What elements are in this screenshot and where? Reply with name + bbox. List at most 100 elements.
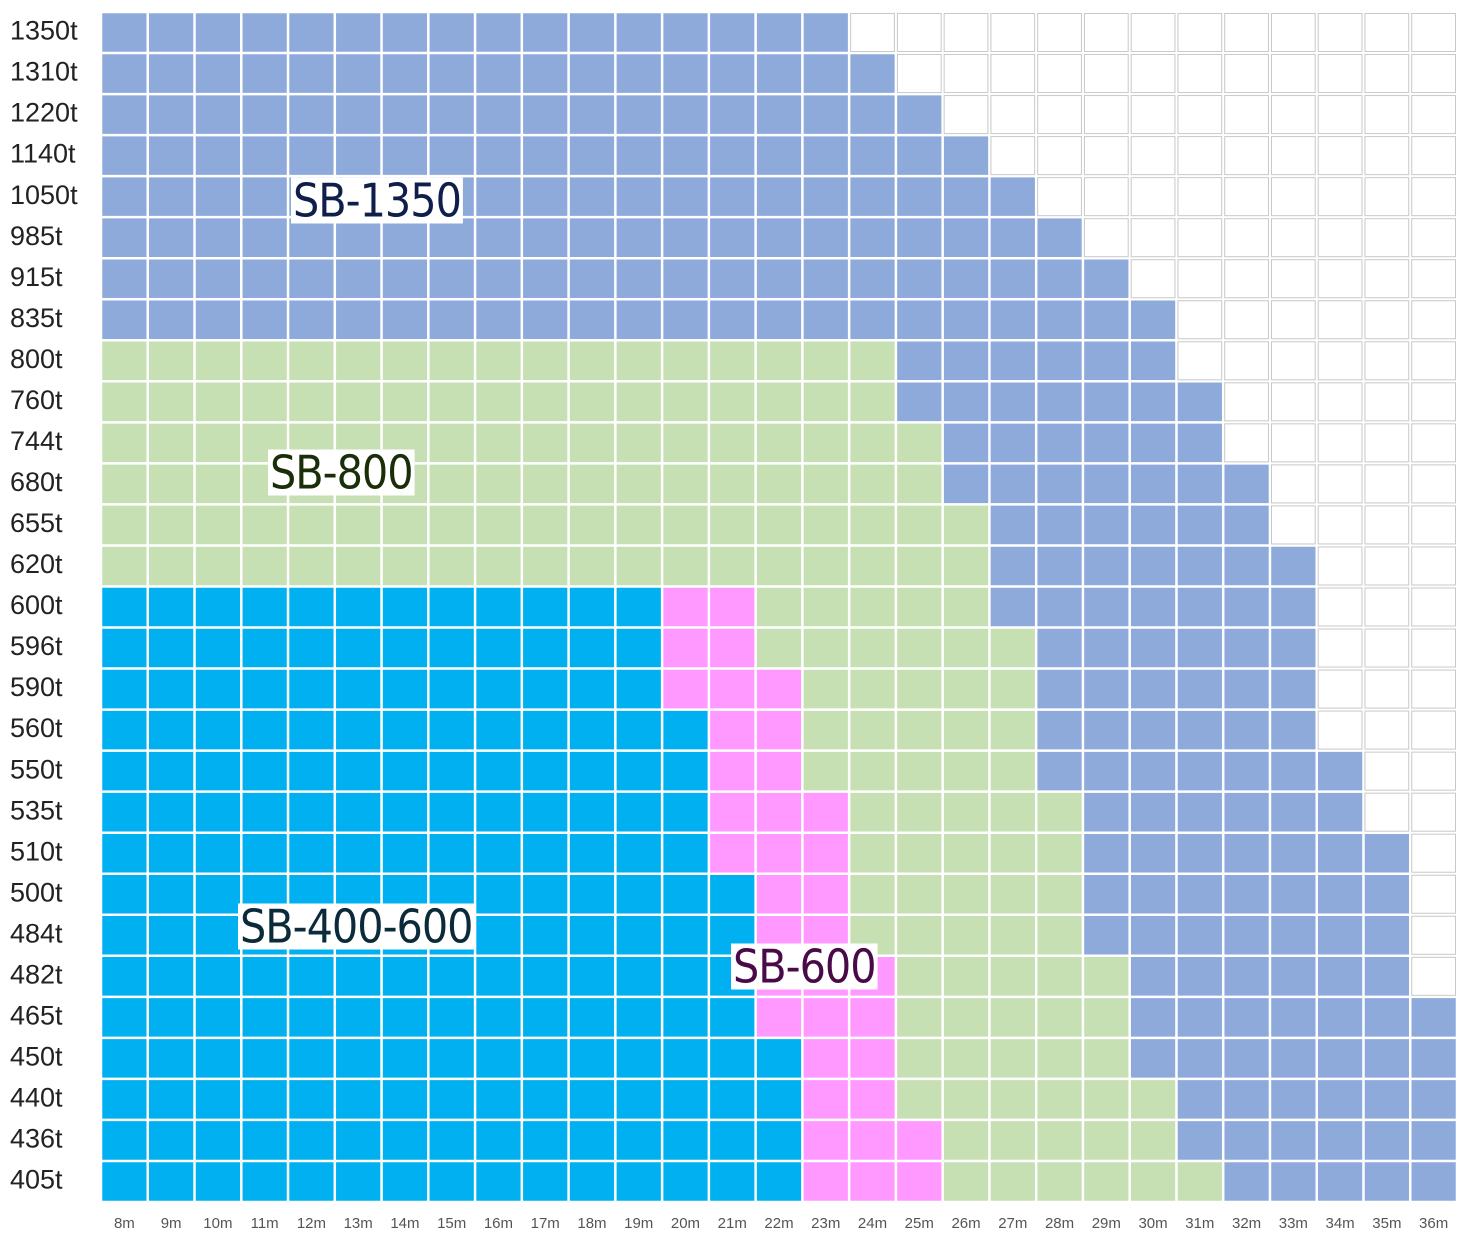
x-tick-label: 18m: [577, 1215, 606, 1232]
empty-cell: [1364, 423, 1410, 463]
cell-segment: [1082, 832, 1411, 874]
cell-segment: [101, 832, 709, 874]
x-tick-label: 13m: [344, 1215, 373, 1232]
empty-cell: [1411, 177, 1456, 217]
empty-cell: [1317, 177, 1363, 217]
cell-segment: [802, 668, 1037, 710]
empty-cell: [1130, 177, 1176, 217]
cell-segment: [101, 504, 990, 546]
x-tick-label: 28m: [1045, 1215, 1074, 1232]
x-tick-label: 15m: [437, 1215, 466, 1232]
empty-cell: [1177, 341, 1223, 381]
cell-segment: [1129, 996, 1457, 1038]
x-tick-label: 23m: [811, 1215, 840, 1232]
empty-cell: [1270, 300, 1316, 340]
y-tick-label: 1050t: [10, 180, 78, 210]
empty-cell: [1177, 300, 1223, 340]
cell-segment: [1129, 1037, 1457, 1079]
empty-cell: [1317, 710, 1363, 750]
empty-cell: [1037, 177, 1082, 217]
empty-cell: [850, 13, 895, 53]
series-label-text: SB-800: [270, 446, 413, 500]
empty-cell: [1364, 669, 1410, 709]
empty-cell: [1364, 136, 1410, 176]
x-tick-label: 20m: [671, 1215, 700, 1232]
empty-cell: [1411, 136, 1456, 176]
empty-cell: [1270, 136, 1316, 176]
y-tick-label: 590t: [10, 672, 63, 702]
empty-cell: [1083, 13, 1129, 53]
series-label: SB-600: [731, 940, 878, 994]
empty-cell: [1317, 464, 1363, 504]
cell-segment: [101, 340, 896, 382]
y-tick-label: 500t: [10, 877, 63, 907]
x-tick-label: 26m: [951, 1215, 980, 1232]
empty-cell: [1411, 505, 1456, 545]
cell-segment: [802, 750, 1037, 792]
empty-cell: [1083, 218, 1129, 258]
series-label-text: SB-600: [733, 940, 876, 994]
empty-cell: [1364, 54, 1410, 94]
empty-cell: [990, 136, 1036, 176]
empty-cell: [1083, 177, 1129, 217]
empty-cell: [1411, 341, 1456, 381]
empty-cell: [1130, 13, 1176, 53]
x-tick-label: 10m: [203, 1215, 232, 1232]
y-tick-label: 620t: [10, 549, 63, 579]
empty-cell: [1411, 13, 1456, 53]
cell-segment: [101, 53, 896, 95]
empty-cell: [990, 13, 1036, 53]
cell-segment: [895, 1037, 1130, 1079]
empty-cell: [943, 13, 989, 53]
empty-cell: [1177, 177, 1223, 217]
cell-segment: [101, 750, 709, 792]
empty-cell: [1317, 13, 1363, 53]
y-tick-label: 680t: [10, 467, 63, 497]
y-tick-label: 465t: [10, 1000, 63, 1030]
y-tick-label: 535t: [10, 795, 63, 825]
y-tick-label: 800t: [10, 344, 63, 374]
cell-segment: [895, 381, 1224, 423]
empty-cell: [1177, 13, 1223, 53]
cell-segment: [101, 135, 990, 177]
empty-cell: [1224, 423, 1269, 463]
empty-cell: [1411, 259, 1456, 299]
empty-cell: [1411, 628, 1456, 668]
empty-cell: [1364, 95, 1410, 135]
y-tick-label: 1220t: [10, 98, 78, 128]
x-tick-label: 35m: [1372, 1215, 1401, 1232]
empty-cell: [1037, 136, 1082, 176]
empty-cell: [1037, 54, 1082, 94]
empty-cell: [1270, 464, 1316, 504]
cell-segment: [989, 586, 1317, 628]
empty-cell: [1317, 587, 1363, 627]
cell-segment: [101, 1160, 803, 1202]
empty-cell: [1411, 546, 1456, 586]
empty-cell: [1130, 259, 1176, 299]
empty-cell: [1317, 54, 1363, 94]
y-tick-label: 596t: [10, 631, 63, 661]
empty-cell: [1317, 382, 1363, 422]
cell-segment: [708, 832, 850, 874]
x-tick-label: 12m: [297, 1215, 326, 1232]
cell-segment: [101, 217, 1083, 259]
cell-segment: [849, 791, 1083, 833]
y-tick-label: 440t: [10, 1083, 63, 1113]
empty-cell: [1364, 218, 1410, 258]
y-tick-label: 1310t: [10, 57, 78, 87]
cell-segment: [101, 1078, 803, 1120]
empty-cell: [1270, 505, 1316, 545]
empty-cell: [1224, 218, 1269, 258]
empty-cell: [1411, 792, 1456, 832]
x-tick-label: 36m: [1419, 1215, 1448, 1232]
empty-cell: [1411, 587, 1456, 627]
empty-cell: [1270, 341, 1316, 381]
y-tick-label: 560t: [10, 713, 63, 743]
empty-cell: [1224, 54, 1269, 94]
cell-segment: [101, 381, 896, 423]
empty-cell: [1411, 300, 1456, 340]
empty-cell: [1364, 464, 1410, 504]
cell-segment: [101, 709, 709, 751]
y-tick-label: 985t: [10, 221, 63, 251]
empty-cell: [1317, 546, 1363, 586]
